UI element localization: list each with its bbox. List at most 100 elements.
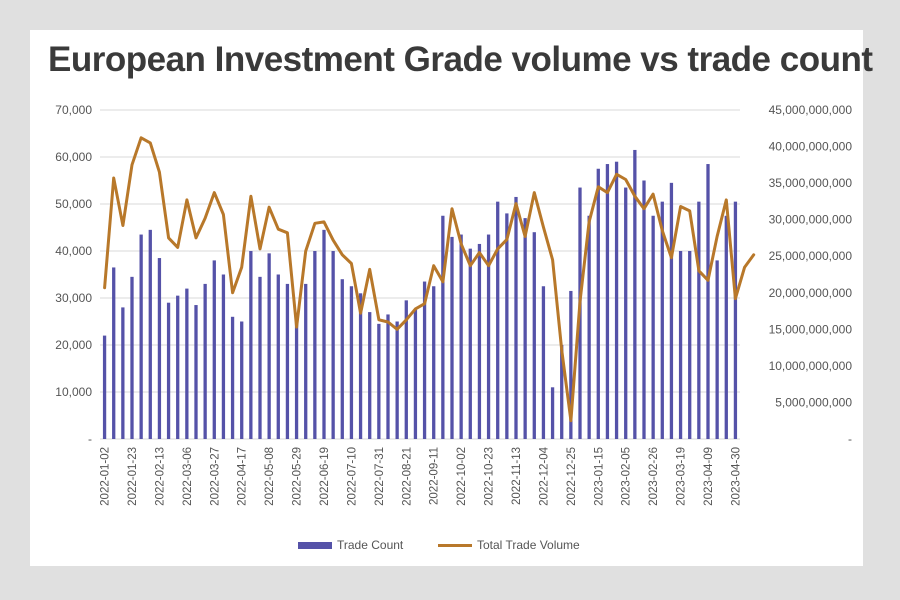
- trade-count-bar: [532, 232, 536, 439]
- x-tick-label: 2023-03-19: [676, 447, 688, 506]
- trade-count-bar: [230, 316, 235, 439]
- trade-count-bar: [697, 201, 701, 439]
- trade-count-bar: [477, 243, 482, 439]
- trade-count-bar: [422, 281, 427, 439]
- x-tick-label: 2022-01-02: [100, 447, 112, 506]
- y-right-tick-label: 30,000,000,000: [769, 213, 853, 227]
- trade-count-bar: [358, 293, 363, 439]
- x-tick-label: 2022-12-04: [538, 446, 550, 505]
- trade-count-bar: [313, 251, 317, 439]
- x-tick-label: 2023-04-09: [703, 447, 715, 506]
- trade-count-bar: [203, 283, 207, 439]
- y-left-tick-label: 50,000: [55, 197, 92, 211]
- trade-count-bar: [112, 267, 116, 439]
- trade-count-bar: [240, 321, 244, 439]
- trade-count-bar: [395, 321, 399, 439]
- trade-count-bar: [459, 234, 463, 439]
- x-tick-label: 2022-10-23: [484, 447, 496, 506]
- y-right-tick-label: -: [848, 432, 852, 446]
- x-tick-label: 2022-09-11: [429, 447, 441, 505]
- x-tick-label: 2022-10-02: [456, 447, 468, 506]
- trade-count-bar: [633, 149, 637, 439]
- chart-title: European Investment Grade volume vs trad…: [48, 40, 873, 79]
- trade-count-bar: [368, 312, 372, 439]
- x-tick-label: 2022-05-08: [264, 447, 276, 506]
- trade-count-bar: [404, 300, 408, 439]
- trade-count-bar: [660, 201, 664, 439]
- trade-count-bar: [715, 260, 719, 439]
- trade-count-bar: [550, 387, 555, 439]
- x-tick-label: 2022-11-13: [511, 447, 523, 505]
- trade-count-bar: [249, 251, 253, 439]
- trade-count-bar: [523, 218, 527, 439]
- y-right-tick-label: 15,000,000,000: [769, 322, 853, 336]
- trade-count-bar: [148, 229, 152, 439]
- trade-count-bar: [450, 236, 454, 439]
- trade-count-bar: [678, 251, 683, 439]
- x-tick-label: 2022-12-25: [566, 447, 578, 506]
- trade-count-bar: [331, 251, 335, 439]
- y-right-tick-label: 40,000,000,000: [769, 140, 853, 154]
- trade-count-bar: [468, 248, 472, 439]
- trade-count-bar: [121, 307, 125, 439]
- trade-count-bar: [486, 234, 491, 439]
- trade-count-bar: [596, 168, 600, 439]
- legend-label-trade-volume: Total Trade Volume: [477, 538, 580, 552]
- trade-count-bar: [322, 229, 326, 439]
- trade-count-bar: [221, 274, 226, 439]
- trade-count-bar: [185, 288, 189, 439]
- trade-count-bar: [139, 234, 143, 439]
- x-tick-label: 2023-04-30: [730, 447, 742, 506]
- trade-count-bar: [157, 258, 162, 439]
- trade-count-bar: [688, 251, 692, 439]
- trade-count-bar: [514, 196, 518, 439]
- trade-count-bar: [496, 201, 500, 439]
- trade-count-bar: [386, 314, 390, 439]
- trade-volume-line: [103, 136, 756, 423]
- x-tick-label: 2022-04-17: [237, 447, 249, 506]
- trade-count-bar: [560, 345, 564, 439]
- right-axis-ticks: - 5,000,000,000 10,000,000,000 15,000,000,0…: [769, 103, 853, 446]
- x-tick-label: 2023-02-05: [621, 447, 633, 506]
- y-right-tick-label: 5,000,000,000: [775, 395, 852, 409]
- x-tick-label: 2022-08-21: [401, 447, 413, 506]
- trade-count-bar: [432, 286, 436, 439]
- trade-count-bar: [130, 276, 134, 439]
- x-tick-label: 2022-01-23: [127, 447, 139, 506]
- trade-count-bar: [587, 215, 591, 439]
- trade-count-bar: [441, 215, 445, 439]
- x-tick-label: 2022-07-31: [374, 447, 386, 506]
- trade-count-bar: [212, 260, 216, 439]
- left-axis-ticks: - 10,000 20,000 30,000 40,000 50,000 60,000 70,…: [55, 103, 92, 446]
- trade-count-bar: [377, 323, 381, 439]
- y-left-tick-label: 60,000: [55, 150, 92, 164]
- trade-count-bar: [614, 161, 619, 439]
- trade-count-bar: [285, 283, 290, 439]
- y-left-tick-label: 30,000: [55, 291, 92, 305]
- x-tick-label: 2022-06-19: [319, 447, 331, 506]
- y-right-tick-label: 10,000,000,000: [769, 359, 853, 373]
- x-tick-label: 2022-03-27: [209, 447, 221, 506]
- trade-count-bar: [413, 309, 418, 439]
- y-left-tick-label: 40,000: [55, 244, 92, 258]
- trade-count-bar: [724, 215, 728, 439]
- trade-count-bar: [541, 286, 546, 439]
- y-left-tick-label: -: [88, 432, 92, 446]
- trade-count-bars: [102, 149, 738, 440]
- x-axis-ticks: 2022-01-02 2022-01-23 2022-02-13 2022-03-06…: [100, 446, 743, 505]
- x-tick-label: 2022-03-06: [182, 447, 194, 506]
- y-right-tick-label: 20,000,000,000: [769, 286, 853, 300]
- x-tick-label: 2023-01-15: [593, 447, 605, 506]
- trade-count-bar: [340, 279, 344, 439]
- trade-count-bar: [267, 253, 271, 439]
- x-tick-label: 2022-05-29: [292, 447, 304, 506]
- y-right-tick-label: 35,000,000,000: [769, 176, 853, 190]
- trade-count-bar: [349, 286, 354, 439]
- trade-count-bar: [258, 276, 262, 439]
- trade-count-bar: [276, 274, 280, 439]
- x-tick-label: 2022-02-13: [154, 447, 166, 506]
- trade-volume-series-line: [103, 136, 756, 423]
- legend-swatch-trade-count: [298, 542, 332, 549]
- y-left-tick-label: 70,000: [55, 103, 92, 117]
